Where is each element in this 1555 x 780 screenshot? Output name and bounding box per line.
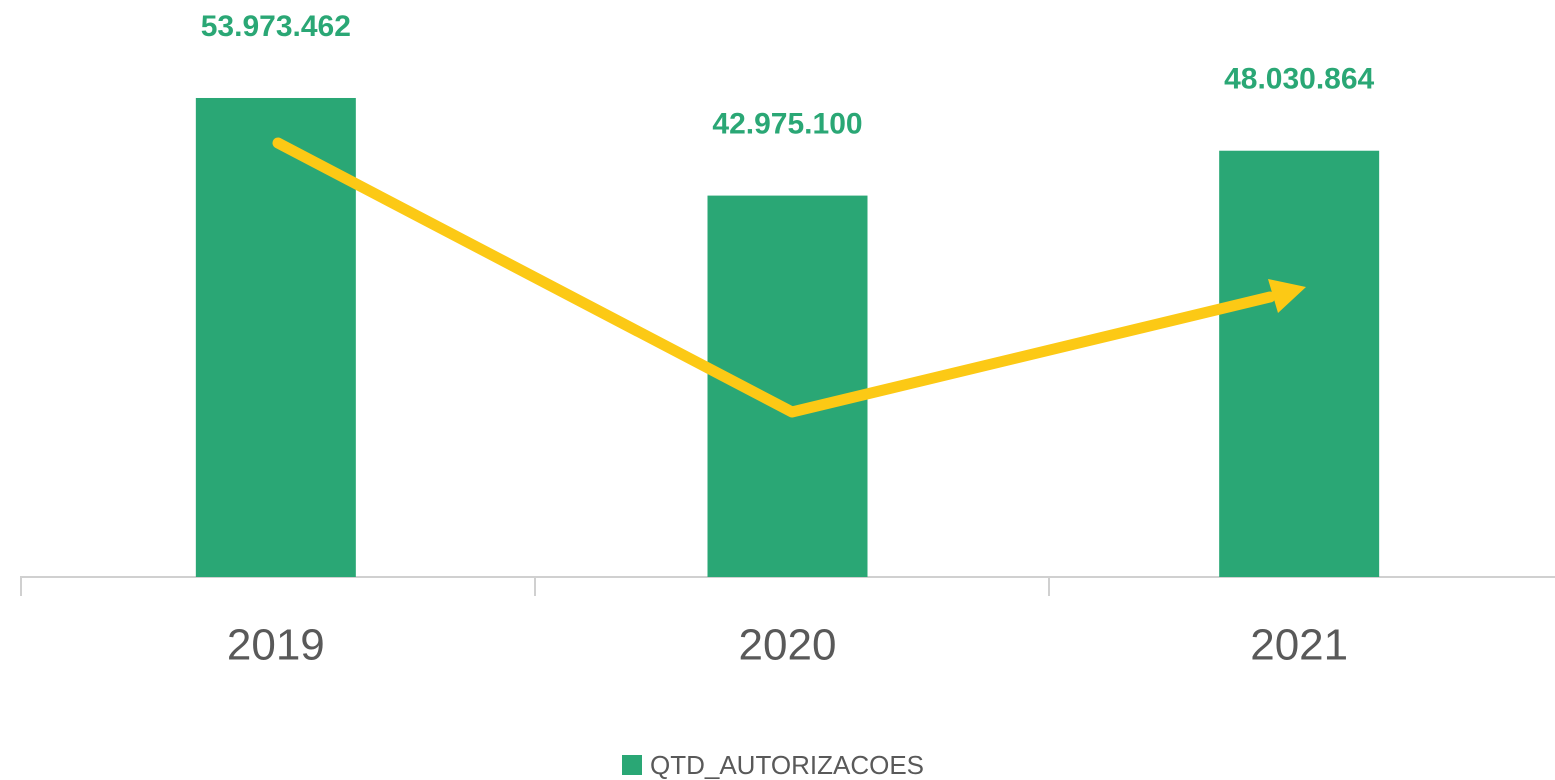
category-axis <box>20 576 1555 596</box>
trend-line <box>272 137 1276 418</box>
x-tick-label: 2019 <box>227 621 325 670</box>
bar <box>195 97 356 577</box>
trend-arrow <box>272 137 1306 418</box>
legend-swatch <box>622 755 642 775</box>
x-tick-label: 2021 <box>1250 621 1348 670</box>
data-label: 48.030.864 <box>1224 63 1374 96</box>
data-label: 53.973.462 <box>201 10 351 43</box>
marks: 2019 53.973.462 2020 42.975.100 2021 48.030.8… <box>195 10 1380 670</box>
bar <box>1219 150 1380 578</box>
data-label: 42.975.100 <box>712 108 862 141</box>
legend-label: QTD_AUTORIZACOES <box>650 750 924 780</box>
x-tick-label: 2020 <box>739 621 837 670</box>
arrow-head <box>1268 279 1306 313</box>
